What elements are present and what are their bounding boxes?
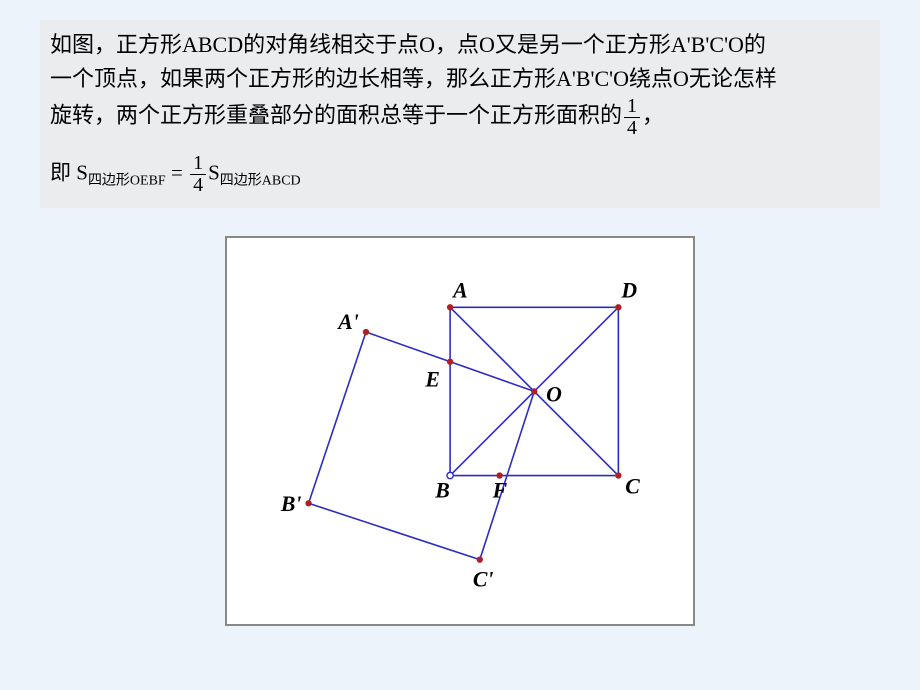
problem-line-3b: ， bbox=[642, 103, 664, 128]
formula-sub1: 四边形OEBF bbox=[88, 174, 166, 189]
problem-line-1: 如图，正方形ABCD的对角线相交于点O，点O又是另一个正方形A'B'C'O的 bbox=[50, 28, 870, 62]
svg-text:B: B bbox=[434, 479, 450, 503]
svg-text:F: F bbox=[492, 479, 508, 503]
fraction-num: 1 bbox=[624, 96, 640, 118]
formula-S1: S bbox=[76, 161, 88, 185]
geometry-svg: A D C B O A' B' C' E F bbox=[227, 238, 693, 624]
svg-text:O: O bbox=[546, 382, 562, 406]
svg-text:C: C bbox=[625, 475, 640, 499]
formula-S2: S bbox=[208, 161, 220, 185]
problem-line-3: 旋转，两个正方形重叠部分的面积总等于一个正方形面积的14， bbox=[50, 96, 870, 139]
formula-fraction: 14 bbox=[190, 153, 206, 196]
svg-text:E: E bbox=[424, 368, 440, 392]
problem-line-3a: 旋转，两个正方形重叠部分的面积总等于一个正方形面积的 bbox=[50, 103, 622, 128]
svg-text:B': B' bbox=[280, 492, 302, 516]
problem-line-2: 一个顶点，如果两个正方形的边长相等，那么正方形A'B'C'O绕点O无论怎样 bbox=[50, 62, 870, 96]
formula-row: 即 S四边形OEBF = 14S四边形ABCD bbox=[50, 153, 870, 196]
svg-text:D: D bbox=[620, 279, 637, 303]
formula-prefix: 即 bbox=[50, 161, 76, 185]
svg-text:C': C' bbox=[473, 568, 494, 592]
formula-frac-den: 4 bbox=[190, 175, 206, 196]
svg-text:A': A' bbox=[336, 310, 359, 334]
formula-eq: = bbox=[171, 161, 188, 185]
fraction-1-4: 14 bbox=[624, 96, 640, 139]
fraction-den: 4 bbox=[624, 118, 640, 139]
diagram-container: A D C B O A' B' C' E F bbox=[40, 236, 880, 629]
formula-sub2: 四边形ABCD bbox=[220, 174, 301, 189]
geometry-diagram: A D C B O A' B' C' E F bbox=[225, 236, 695, 626]
svg-text:A: A bbox=[451, 279, 468, 303]
formula-frac-num: 1 bbox=[190, 153, 206, 175]
problem-text-block: 如图，正方形ABCD的对角线相交于点O，点O又是另一个正方形A'B'C'O的 一… bbox=[40, 20, 880, 208]
